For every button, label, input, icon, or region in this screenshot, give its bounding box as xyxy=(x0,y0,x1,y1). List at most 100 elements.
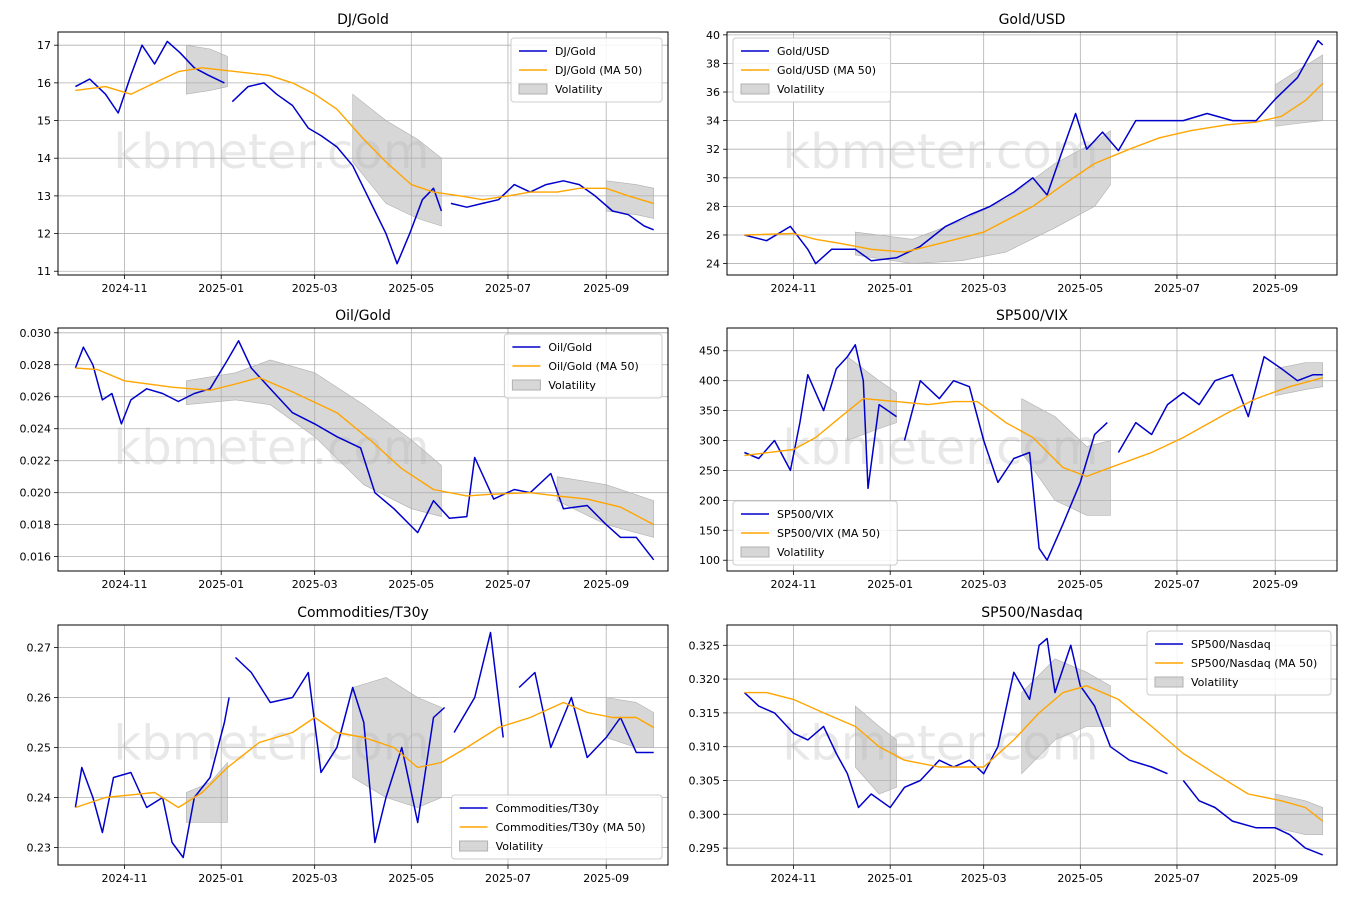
legend-label: SP500/VIX (MA 50) xyxy=(777,527,880,540)
legend-swatch xyxy=(459,840,489,852)
legend-label: Commodities/T30y (MA 50) xyxy=(496,821,646,834)
legend-box xyxy=(1146,630,1332,696)
y-tick-label: 16 xyxy=(37,77,51,90)
y-tick-label: 0.26 xyxy=(27,692,52,705)
y-tick-label: 0.305 xyxy=(689,774,721,787)
y-tick-label: 24 xyxy=(706,258,720,271)
x-tick-label: 2024-11 xyxy=(102,282,148,295)
y-tick-label: 0.295 xyxy=(689,842,721,855)
y-tick-label: 400 xyxy=(699,375,720,388)
y-tick-label: 0.030 xyxy=(20,327,52,340)
legend-label: Commodities/T30y xyxy=(496,802,600,815)
moving-average-line xyxy=(75,67,654,205)
legend-swatch xyxy=(518,83,548,95)
y-tick-label: 32 xyxy=(706,143,720,156)
legend-label: Oil/Gold (MA 50) xyxy=(548,360,638,373)
x-tick-label: 2025-01 xyxy=(867,578,913,591)
volatility-band xyxy=(186,761,228,823)
x-tick-label: 2025-03 xyxy=(292,872,338,885)
legend-label: Volatility xyxy=(496,840,544,853)
volatility-band xyxy=(1274,793,1323,835)
legend-label: Volatility xyxy=(1191,676,1239,689)
y-tick-label: 34 xyxy=(706,115,720,128)
x-tick-label: 2025-01 xyxy=(198,282,244,295)
moving-average-line xyxy=(744,685,1324,822)
y-tick-label: 0.310 xyxy=(689,741,721,754)
legend-box xyxy=(732,500,898,566)
x-tick-label: 2025-01 xyxy=(198,872,244,885)
series-line xyxy=(74,340,655,561)
legend-label: DJ/Gold xyxy=(555,45,596,58)
y-tick-label: 0.300 xyxy=(689,808,721,821)
y-tick-label: 13 xyxy=(37,190,51,203)
y-tick-label: 0.320 xyxy=(689,673,721,686)
y-tick-label: 0.24 xyxy=(27,792,52,805)
series-line xyxy=(744,344,1323,561)
axes-frame xyxy=(726,624,1338,866)
volatility-band xyxy=(556,476,655,538)
x-tick-label: 2025-07 xyxy=(1154,578,1200,591)
legend-label: Gold/USD xyxy=(777,45,830,58)
axes-frame xyxy=(726,327,1338,572)
x-tick-label: 2025-03 xyxy=(961,578,1007,591)
y-tick-label: 0.016 xyxy=(20,551,52,564)
plot-area xyxy=(74,631,655,859)
legend-label: DJ/Gold (MA 50) xyxy=(555,64,642,77)
x-tick-label: 2025-05 xyxy=(1057,282,1103,295)
y-tick-label: 0.018 xyxy=(20,519,52,532)
legend-box xyxy=(503,333,663,399)
y-tick-label: 0.23 xyxy=(27,842,52,855)
y-tick-label: 0.022 xyxy=(20,455,52,468)
x-tick-label: 2025-05 xyxy=(388,282,434,295)
y-tick-label: 0.028 xyxy=(20,359,52,372)
legend: SP500/VIX SP500/VIX (MA 50) Volatility xyxy=(732,500,898,566)
legend-label: SP500/VIX xyxy=(777,508,834,521)
x-tick-label: 2024-11 xyxy=(102,872,148,885)
x-tick-label: 2025-05 xyxy=(1057,578,1103,591)
plot-area xyxy=(74,340,655,561)
legend-box xyxy=(510,37,663,103)
legend-swatch xyxy=(1154,676,1184,688)
legend-box xyxy=(451,794,663,860)
x-tick-label: 2024-11 xyxy=(771,872,817,885)
y-tick-label: 450 xyxy=(699,345,720,358)
chart-title: SP500/VIX xyxy=(996,308,1068,324)
y-tick-label: 26 xyxy=(706,229,720,242)
x-tick-label: 2025-07 xyxy=(1154,282,1200,295)
chart-title: SP500/Nasdaq xyxy=(981,605,1082,621)
legend: Commodities/T30y Commodities/T30y (MA 50)… xyxy=(451,794,663,860)
x-tick-label: 2024-11 xyxy=(771,282,817,295)
legend-swatch xyxy=(511,379,541,391)
legend: DJ/Gold DJ/Gold (MA 50) Volatility xyxy=(510,37,663,103)
volatility-band xyxy=(186,44,228,95)
x-tick-label: 2025-07 xyxy=(485,578,531,591)
y-tick-label: 38 xyxy=(706,57,720,70)
x-tick-label: 2025-03 xyxy=(961,282,1007,295)
legend-label: Gold/USD (MA 50) xyxy=(777,64,876,77)
plot-area xyxy=(743,637,1324,856)
legend: Gold/USD Gold/USD (MA 50) Volatility xyxy=(732,37,892,103)
chart-title: DJ/Gold xyxy=(337,12,389,28)
axes-frame xyxy=(57,31,669,276)
volatility-band xyxy=(352,93,442,227)
volatility-band xyxy=(352,677,442,808)
y-tick-label: 0.026 xyxy=(20,391,52,404)
legend-label: Volatility xyxy=(555,83,603,96)
x-tick-label: 2025-09 xyxy=(583,282,629,295)
plot-area xyxy=(744,39,1324,265)
volatility-band xyxy=(1274,54,1323,127)
y-tick-label: 14 xyxy=(37,152,51,165)
chart-title: Commodities/T30y xyxy=(297,605,429,621)
x-tick-label: 2025-09 xyxy=(1252,578,1298,591)
x-tick-label: 2025-09 xyxy=(583,872,629,885)
chart-title: Gold/USD xyxy=(999,12,1066,28)
y-tick-label: 0.315 xyxy=(689,707,721,720)
y-tick-label: 150 xyxy=(699,524,720,537)
legend: Oil/Gold Oil/Gold (MA 50) Volatility xyxy=(503,333,663,399)
volatility-band xyxy=(847,356,897,441)
